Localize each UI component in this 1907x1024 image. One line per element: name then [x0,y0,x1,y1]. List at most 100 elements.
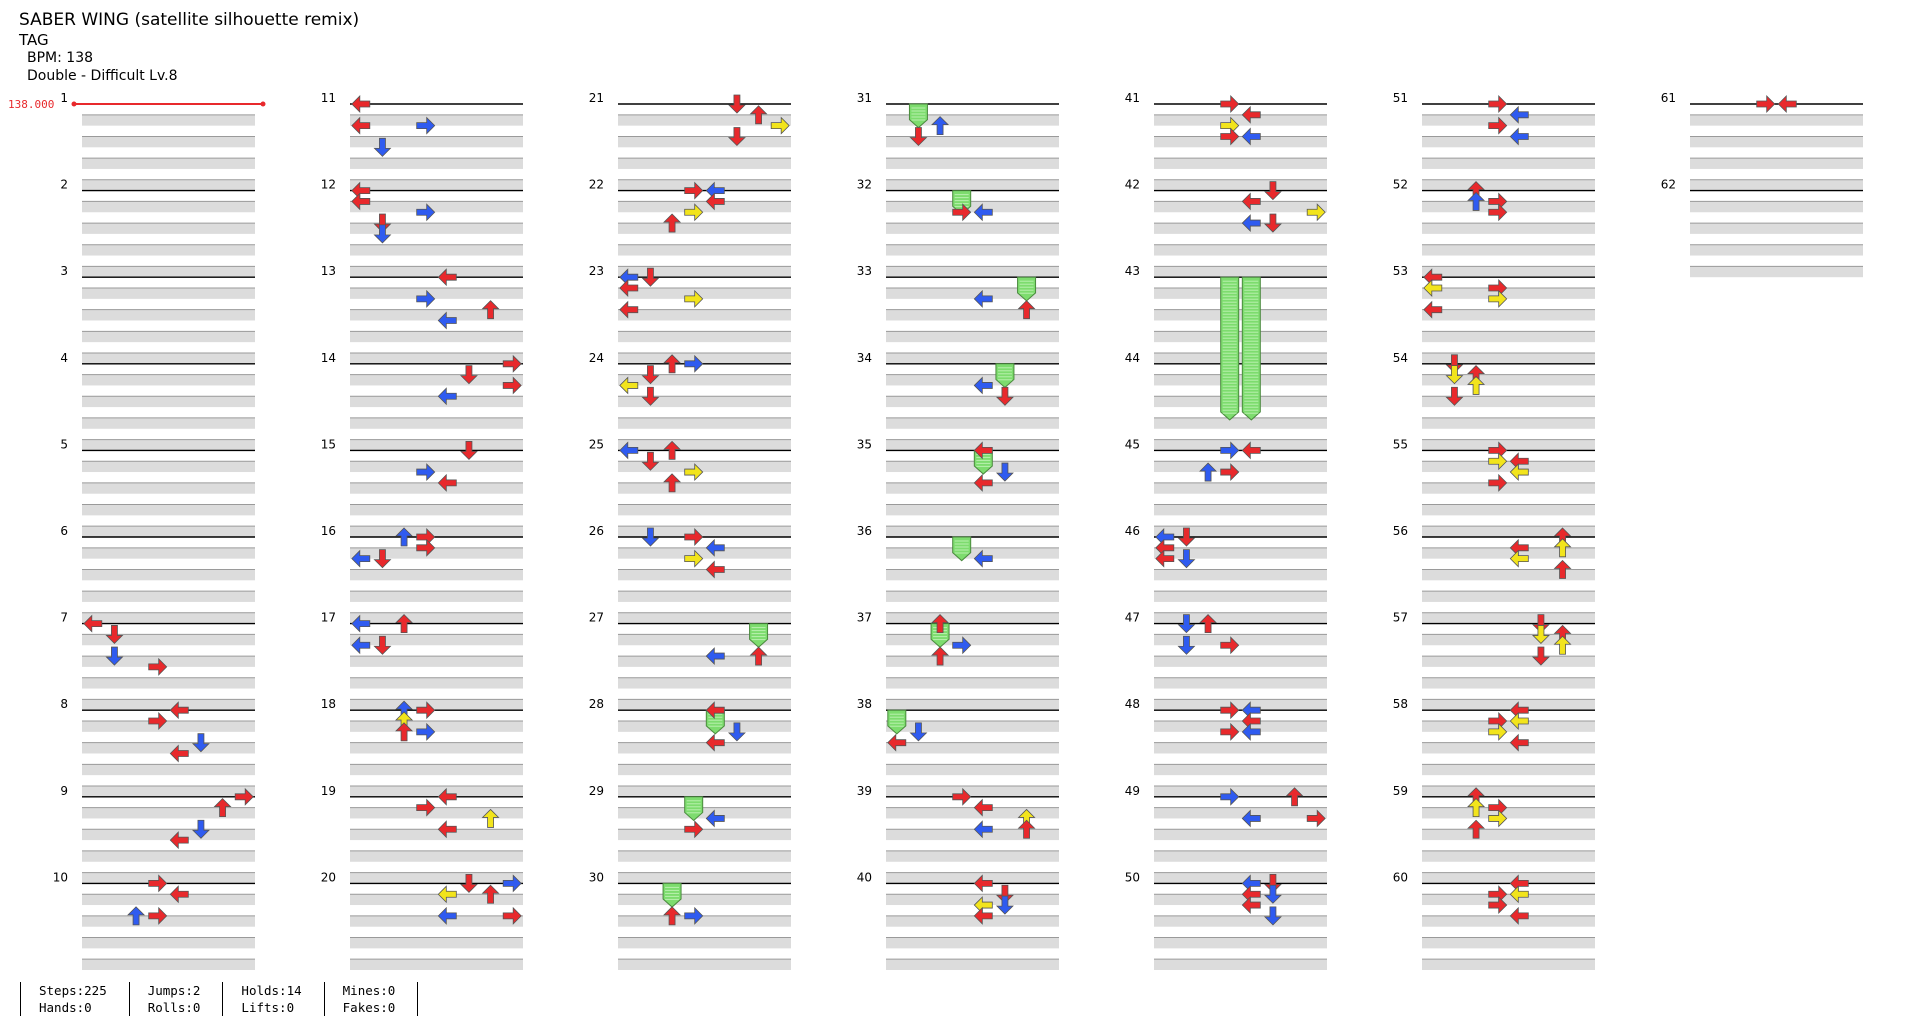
measure-number: 44 [1125,351,1140,365]
arrow-left-icon [1423,279,1443,297]
measure-band [1154,915,1327,927]
arrow-down-icon [727,127,746,147]
arrow-up-icon [213,798,232,818]
measure-band [1422,612,1595,624]
arrow-right-icon [148,874,168,893]
measure-band [82,656,255,667]
measure-number: 21 [589,91,604,105]
measure-number: 49 [1125,784,1140,798]
measure-number: 34 [857,351,872,365]
measure-band [1422,850,1595,862]
arrow-up-icon [931,646,950,666]
measure-number: 6 [60,524,68,538]
measure-band [1154,742,1327,754]
measure-band [618,937,791,949]
arrow-right-icon [416,701,436,720]
arrow-left-icon [437,787,457,806]
arrow-down-icon [1177,549,1196,569]
measure-36: 36 [857,524,1059,624]
measure-10: 10 [53,870,255,970]
measure-16: 16 [321,524,523,624]
measure-band [82,504,255,516]
measure-35: 35 [857,437,1059,537]
measure-band [1154,721,1327,732]
measure-number: 29 [589,784,604,798]
arrow-right-icon [952,636,972,655]
hold-body [952,536,972,562]
arrow-right-icon [1488,473,1508,492]
measure-band [1422,309,1595,321]
measure-band [82,677,255,689]
arrow-down-icon [909,127,928,147]
measure-number: 47 [1125,611,1140,625]
arrow-right-icon [684,820,704,839]
arrow-down-icon [995,462,1014,482]
measure-62: 62 [1661,178,1863,278]
measure-band [886,547,1059,559]
measure-band [886,179,1059,191]
arrow-down-icon [641,386,660,406]
arrow-left-icon [1509,712,1529,730]
hold-body [887,709,907,735]
hold-note [1220,276,1240,421]
arrow-left-icon [973,798,993,817]
measure-band [886,656,1059,667]
measure-band [350,656,523,667]
arrow-down-icon [1531,646,1550,666]
measure-band [350,742,523,754]
measure-15: 15 [321,437,523,537]
measure-band [350,114,523,126]
measure-band [1422,785,1595,797]
measure-band [886,461,1059,473]
measure-band [1422,807,1595,819]
arrow-left-icon [619,279,639,297]
measure-band [1422,114,1595,126]
stats-divider [417,982,419,1016]
measure-band [350,569,523,581]
measure-48: 48 [1125,697,1327,797]
measure-47: 47 [1125,611,1327,711]
arrow-down-icon [995,895,1014,915]
measure-band [886,288,1059,299]
measure-band [1154,504,1327,516]
measure-4: 4 [60,351,255,451]
hold-note [749,623,769,648]
measure-band [1154,872,1327,884]
measure-number: 45 [1125,437,1140,451]
arrow-left-icon [437,885,457,904]
arrow-left-icon [1509,549,1529,568]
measure-band [82,136,255,148]
measure-band [350,807,523,819]
measure-band [1154,374,1327,386]
arrow-right-icon [1488,896,1508,915]
measure-49: 49 [1125,784,1327,884]
arrow-up-icon [1467,819,1486,839]
note-chart: 1234567891011121314151617181920212223242… [8,91,1863,970]
arrow-left-icon [1241,809,1261,828]
measure-band [618,114,791,126]
measure-41: 41 [1125,91,1327,191]
measure-band [1422,288,1595,299]
hold-note [684,796,704,822]
stats-jumps-rolls: Jumps:2 Rolls:0 [128,982,223,1016]
bpm-value: 138.000 [8,98,54,111]
measure-band [1422,569,1595,581]
arrow-down-icon [995,386,1014,406]
measure-band [618,829,791,841]
measure-number: 30 [589,870,604,884]
measure-band [82,352,255,364]
arrow-right-icon [1220,787,1240,806]
measure-band [1422,417,1595,429]
arrow-down-icon [191,819,210,839]
measure-number: 20 [321,870,336,884]
arrow-right-icon [234,787,254,806]
measure-band [82,331,255,343]
measure-number: 60 [1393,870,1408,884]
measure-39: 39 [857,784,1059,884]
measure-band [618,396,791,408]
arrow-left-icon [887,733,907,752]
measure-band [886,807,1059,819]
measure-band [82,699,255,711]
measure-band [350,288,523,299]
stats-panel: Steps:225 Hands:0 Jumps:2 Rolls:0 Holds:… [20,982,419,1016]
